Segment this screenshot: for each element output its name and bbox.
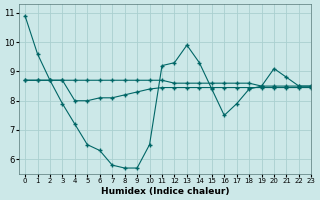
X-axis label: Humidex (Indice chaleur): Humidex (Indice chaleur) xyxy=(101,187,229,196)
